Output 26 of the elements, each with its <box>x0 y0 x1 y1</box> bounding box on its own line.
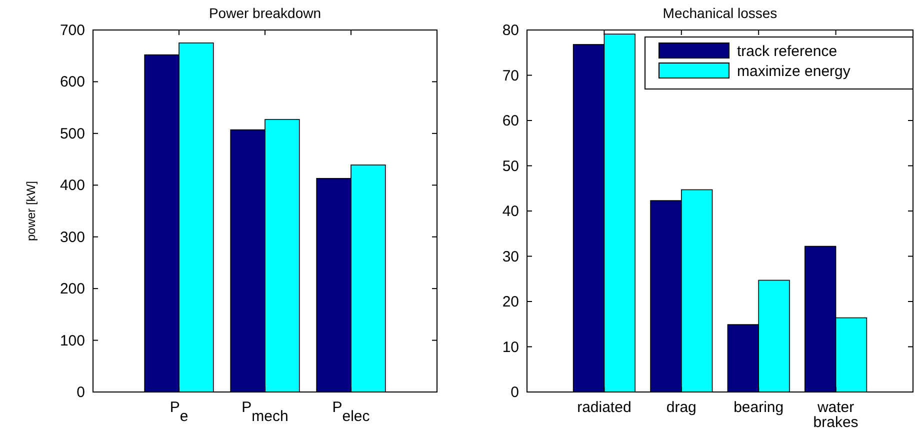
chart-title: Mechanical losses <box>662 5 778 21</box>
legend-label: track reference <box>737 43 838 60</box>
y-tick-label: 10 <box>502 338 519 356</box>
x-tick-label: drag <box>666 399 696 416</box>
x-tick-label: water brakes <box>813 399 858 431</box>
y-tick-label: 0 <box>76 384 85 401</box>
y-tick-label: 0 <box>510 384 519 401</box>
x-tick-label: radiated <box>577 399 632 416</box>
y-tick-label: 400 <box>60 177 85 194</box>
y-tick-label: 500 <box>60 125 85 142</box>
legend-label: maximize energy <box>737 63 851 80</box>
y-tick-label: 70 <box>502 67 519 84</box>
y-tick-label: 300 <box>60 228 85 246</box>
y-tick-label: 100 <box>60 332 85 350</box>
chart-title: Power breakdown <box>208 5 322 21</box>
y-tick-label: 600 <box>60 74 85 91</box>
y-axis-title: power [kW] <box>24 180 38 242</box>
y-tick-label: 40 <box>502 203 519 220</box>
x-tick-label: bearing <box>734 399 784 416</box>
y-tick-label: 30 <box>502 248 519 266</box>
y-tick-label: 80 <box>502 22 519 39</box>
y-tick-label: 60 <box>502 112 519 130</box>
y-tick-label: 50 <box>502 158 519 175</box>
y-tick-label: 700 <box>60 22 85 39</box>
y-tick-label: 200 <box>60 280 85 298</box>
y-tick-label: 20 <box>502 294 519 310</box>
